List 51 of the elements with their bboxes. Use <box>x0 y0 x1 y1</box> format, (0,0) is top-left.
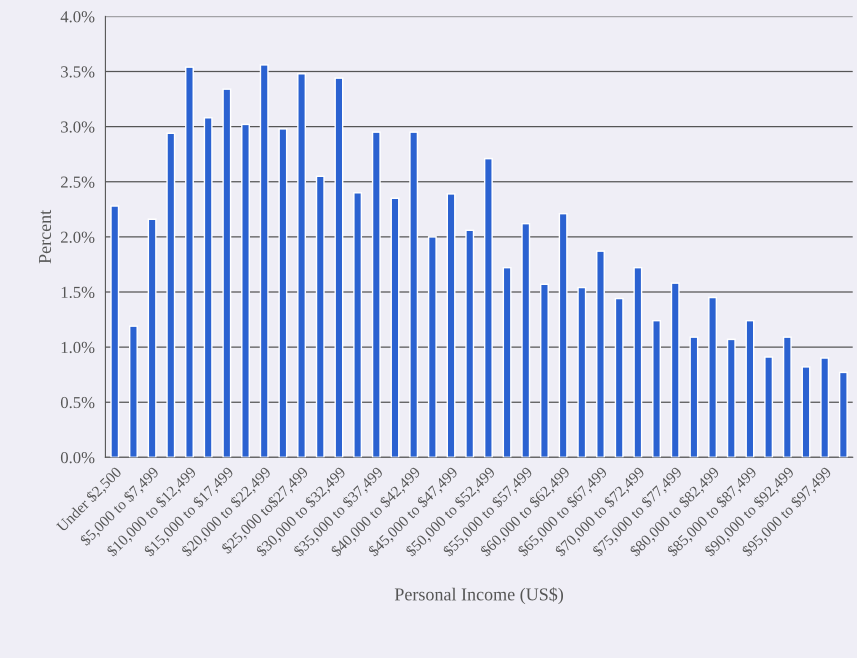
bar <box>502 267 512 458</box>
bar <box>633 267 642 458</box>
bar <box>166 132 176 458</box>
bar <box>428 236 437 458</box>
bar <box>614 298 624 458</box>
bar <box>540 284 549 458</box>
bar <box>260 64 269 458</box>
y-tick-label: 4.0% <box>60 11 94 22</box>
bar <box>446 193 456 458</box>
bar <box>558 213 568 458</box>
bar <box>465 230 474 458</box>
bar <box>708 296 718 458</box>
bar <box>129 325 138 458</box>
bar <box>278 128 288 458</box>
y-tick-label: 0.0% <box>60 452 94 464</box>
x-axis-title: Personal Income (US$) <box>394 587 564 604</box>
y-tick-label: 3.5% <box>61 66 94 78</box>
y-tick-label: 0.5% <box>60 396 94 408</box>
bar <box>110 205 120 458</box>
bar <box>838 372 848 458</box>
bar <box>372 131 381 458</box>
y-tick-label: 2.0% <box>61 232 94 243</box>
bar <box>596 250 605 458</box>
bar <box>334 77 344 458</box>
bar <box>297 73 306 458</box>
bar <box>409 131 418 458</box>
bar <box>484 158 493 458</box>
bar <box>353 192 362 458</box>
bar <box>222 88 232 458</box>
bar <box>185 66 194 458</box>
y-tick-label: 1.0% <box>62 342 94 354</box>
y-tick-label: 2.5% <box>61 176 94 188</box>
bar <box>148 218 157 458</box>
bar <box>670 282 680 458</box>
bar <box>577 286 586 458</box>
bar <box>820 357 830 458</box>
bar <box>726 338 736 458</box>
bar <box>802 366 810 458</box>
y-tick-label: 3.0% <box>61 121 94 133</box>
bar <box>689 336 698 458</box>
bar <box>390 198 400 458</box>
y-tick-label: 1.5% <box>62 286 94 298</box>
bar <box>764 356 774 458</box>
bar <box>204 117 213 458</box>
bar <box>241 124 250 458</box>
bar <box>782 336 792 458</box>
y-axis-title: Percent <box>39 210 52 264</box>
bar <box>746 320 754 458</box>
bar <box>521 222 530 458</box>
bar <box>652 320 661 458</box>
bar <box>316 176 325 458</box>
